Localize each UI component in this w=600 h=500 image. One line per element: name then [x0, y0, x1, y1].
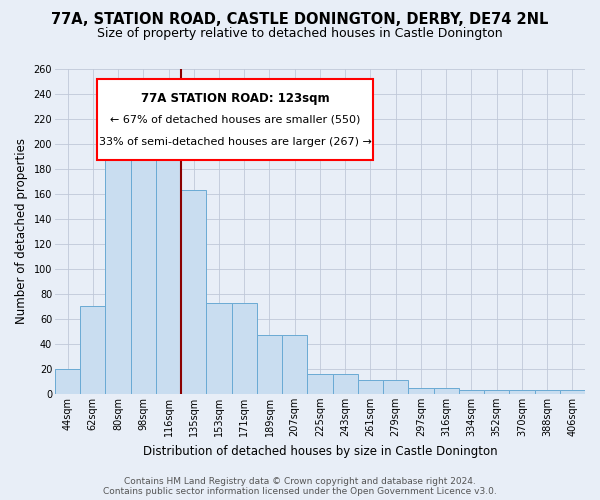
Text: Contains public sector information licensed under the Open Government Licence v3: Contains public sector information licen…	[103, 487, 497, 496]
X-axis label: Distribution of detached houses by size in Castle Donington: Distribution of detached houses by size …	[143, 444, 497, 458]
Bar	[232, 302, 257, 394]
Bar	[409, 388, 434, 394]
Bar	[434, 388, 459, 394]
Bar	[156, 128, 181, 394]
Y-axis label: Number of detached properties: Number of detached properties	[15, 138, 28, 324]
Bar	[332, 374, 358, 394]
Text: 77A STATION ROAD: 123sqm: 77A STATION ROAD: 123sqm	[141, 92, 329, 104]
Text: 77A, STATION ROAD, CASTLE DONINGTON, DERBY, DE74 2NL: 77A, STATION ROAD, CASTLE DONINGTON, DER…	[52, 12, 548, 28]
Bar	[106, 152, 131, 394]
Text: ← 67% of detached houses are smaller (550): ← 67% of detached houses are smaller (55…	[110, 114, 361, 124]
Bar	[459, 390, 484, 394]
Bar	[535, 390, 560, 394]
Text: Contains HM Land Registry data © Crown copyright and database right 2024.: Contains HM Land Registry data © Crown c…	[124, 477, 476, 486]
FancyBboxPatch shape	[97, 78, 373, 160]
Bar	[131, 152, 156, 394]
Bar	[307, 374, 332, 394]
Bar	[383, 380, 409, 394]
Bar	[509, 390, 535, 394]
Text: Size of property relative to detached houses in Castle Donington: Size of property relative to detached ho…	[97, 28, 503, 40]
Bar	[358, 380, 383, 394]
Bar	[181, 190, 206, 394]
Bar	[206, 302, 232, 394]
Bar	[484, 390, 509, 394]
Bar	[55, 369, 80, 394]
Bar	[282, 335, 307, 394]
Text: 33% of semi-detached houses are larger (267) →: 33% of semi-detached houses are larger (…	[99, 137, 371, 147]
Bar	[560, 390, 585, 394]
Bar	[80, 306, 106, 394]
Bar	[257, 335, 282, 394]
